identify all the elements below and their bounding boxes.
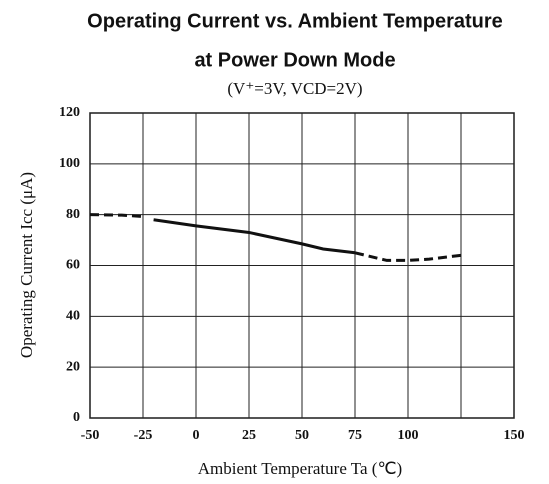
x-tick-label: -25 xyxy=(134,428,153,443)
conditions: (V⁺=3V, VCD=2V) xyxy=(227,79,362,98)
x-tick-label: 0 xyxy=(193,428,200,443)
x-axis-label: Ambient Temperature Ta (℃) xyxy=(198,459,402,478)
chart-title: Operating Current vs. Ambient Temperatur… xyxy=(87,10,503,32)
y-tick-label: 80 xyxy=(66,207,80,222)
y-axis-label: Operating Current Icc (μA) xyxy=(17,172,36,358)
x-tick-label: 150 xyxy=(504,428,525,443)
y-tick-label: 60 xyxy=(66,258,80,273)
y-tick-label: 20 xyxy=(66,359,80,374)
y-tick-label: 0 xyxy=(73,410,80,425)
x-tick-label: -50 xyxy=(81,428,100,443)
line xyxy=(153,218,356,255)
line xyxy=(89,213,144,218)
y-tick-label: 100 xyxy=(59,156,80,171)
line xyxy=(354,251,462,262)
x-tick-label: 50 xyxy=(295,428,309,443)
y-tick-label: 40 xyxy=(66,309,80,324)
chart-subtitle: at Power Down Mode xyxy=(194,49,395,71)
y-tick-label: 120 xyxy=(59,105,80,120)
x-tick-label: 75 xyxy=(348,428,362,443)
x-tick-label: 100 xyxy=(398,428,419,443)
x-tick-label: 25 xyxy=(242,428,256,443)
